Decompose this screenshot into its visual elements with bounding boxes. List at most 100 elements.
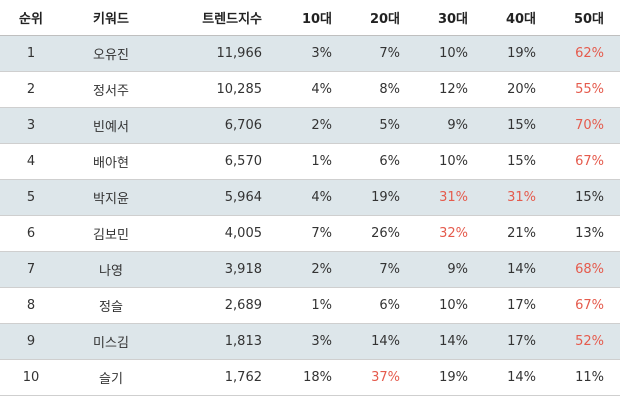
header-keyword: 키워드 — [93, 11, 129, 27]
trend-index-cell: 1,813 — [224, 333, 262, 349]
age-30s-cell: 12% — [439, 81, 468, 97]
trend-index-cell: 4,005 — [224, 225, 262, 241]
age-40s-cell: 14% — [507, 369, 536, 385]
table-row: 7 나영 3,918 2% 7% 9% 14% 68% — [0, 251, 620, 287]
rank-cell: 9 — [26, 333, 36, 349]
age-30s-cell: 19% — [439, 369, 468, 385]
keyword-cell: 정서주 — [93, 83, 129, 99]
header-age-50s: 50대 — [573, 11, 604, 27]
table-row: 4 배아현 6,570 1% 6% 10% 15% 67% — [0, 143, 620, 179]
trend-index-cell: 6,706 — [224, 117, 262, 133]
age-10s-cell: 7% — [311, 225, 332, 241]
age-40s-cell: 15% — [507, 117, 536, 133]
age-40s-cell: 14% — [507, 261, 536, 277]
table-row: 1 오유진 11,966 3% 7% 10% 19% 62% — [0, 35, 620, 71]
age-30s-cell: 32% — [439, 225, 468, 241]
age-30s-cell: 10% — [439, 297, 468, 313]
age-40s-cell: 19% — [507, 45, 536, 61]
trend-index-cell: 11,966 — [216, 45, 263, 61]
keyword-cell: 김보민 — [93, 227, 129, 243]
age-10s-cell: 18% — [303, 369, 332, 385]
trend-index-cell: 6,570 — [224, 153, 262, 169]
age-50s-cell: 11% — [575, 369, 604, 385]
age-30s-cell: 10% — [439, 45, 468, 61]
age-10s-cell: 4% — [311, 189, 332, 205]
trend-index-cell: 10,285 — [216, 81, 263, 97]
age-10s-cell: 3% — [311, 333, 332, 349]
age-50s-cell: 62% — [575, 45, 604, 61]
rank-cell: 1 — [26, 45, 36, 61]
keyword-cell: 빈예서 — [93, 119, 129, 135]
header-trend-index: 트렌드지수 — [202, 11, 262, 27]
age-50s-cell: 67% — [575, 297, 604, 313]
table-row: 3 빈예서 6,706 2% 5% 9% 15% 70% — [0, 107, 620, 143]
age-30s-cell: 9% — [447, 117, 468, 133]
age-40s-cell: 17% — [507, 297, 536, 313]
rank-cell: 8 — [26, 297, 36, 313]
keyword-cell: 배아현 — [93, 155, 129, 171]
age-30s-cell: 9% — [447, 261, 468, 277]
rank-cell: 2 — [26, 81, 36, 97]
age-20s-cell: 6% — [379, 297, 400, 313]
age-50s-cell: 67% — [575, 153, 604, 169]
table-row: 5 박지윤 5,964 4% 19% 31% 31% 15% — [0, 179, 620, 215]
age-10s-cell: 2% — [311, 117, 332, 133]
age-20s-cell: 37% — [371, 369, 400, 385]
header-age-30s: 30대 — [437, 11, 468, 27]
age-40s-cell: 21% — [507, 225, 536, 241]
keyword-cell: 미스김 — [93, 335, 129, 351]
table-row: 9 미스김 1,813 3% 14% 14% 17% 52% — [0, 323, 620, 359]
age-20s-cell: 6% — [379, 153, 400, 169]
age-40s-cell: 17% — [507, 333, 536, 349]
age-10s-cell: 3% — [311, 45, 332, 61]
age-30s-cell: 10% — [439, 153, 468, 169]
rank-cell: 7 — [26, 261, 36, 277]
keyword-cell: 슬기 — [99, 371, 123, 387]
table-row: 8 정슬 2,689 1% 6% 10% 17% 67% — [0, 287, 620, 323]
age-20s-cell: 7% — [379, 45, 400, 61]
age-20s-cell: 5% — [379, 117, 400, 133]
age-50s-cell: 68% — [575, 261, 604, 277]
header-rank: 순위 — [19, 11, 43, 27]
keyword-cell: 나영 — [99, 263, 123, 279]
header-age-40s: 40대 — [505, 11, 536, 27]
table-header-row: 순위 키워드 트렌드지수 10대 20대 30대 40대 50대 — [0, 0, 620, 35]
age-40s-cell: 15% — [507, 153, 536, 169]
age-50s-cell: 55% — [575, 81, 604, 97]
age-50s-cell: 52% — [575, 333, 604, 349]
table-row: 10 슬기 1,762 18% 37% 19% 14% 11% — [0, 359, 620, 395]
age-10s-cell: 1% — [311, 153, 332, 169]
age-10s-cell: 1% — [311, 297, 332, 313]
age-50s-cell: 15% — [575, 189, 604, 205]
age-50s-cell: 13% — [575, 225, 604, 241]
age-30s-cell: 31% — [439, 189, 468, 205]
keyword-cell: 박지윤 — [93, 191, 129, 207]
keyword-cell: 오유진 — [93, 47, 129, 63]
age-40s-cell: 31% — [507, 189, 536, 205]
age-50s-cell: 70% — [575, 117, 604, 133]
age-30s-cell: 14% — [439, 333, 468, 349]
keyword-cell: 정슬 — [99, 299, 123, 315]
trend-index-cell: 5,964 — [224, 189, 262, 205]
age-20s-cell: 19% — [371, 189, 400, 205]
rank-cell: 4 — [26, 153, 36, 169]
age-10s-cell: 4% — [311, 81, 332, 97]
age-40s-cell: 20% — [507, 81, 536, 97]
age-20s-cell: 14% — [371, 333, 400, 349]
age-20s-cell: 26% — [371, 225, 400, 241]
rank-cell: 6 — [26, 225, 36, 241]
rank-cell: 10 — [22, 369, 40, 385]
age-20s-cell: 7% — [379, 261, 400, 277]
header-age-20s: 20대 — [369, 11, 400, 27]
trend-index-cell: 2,689 — [224, 297, 262, 313]
rank-cell: 3 — [26, 117, 36, 133]
age-10s-cell: 2% — [311, 261, 332, 277]
rank-cell: 5 — [26, 189, 36, 205]
header-age-10s: 10대 — [301, 11, 332, 27]
trend-index-cell: 3,918 — [224, 261, 262, 277]
table-row: 6 김보민 4,005 7% 26% 32% 21% 13% — [0, 215, 620, 251]
age-20s-cell: 8% — [379, 81, 400, 97]
trend-index-cell: 1,762 — [224, 369, 262, 385]
table-row: 2 정서주 10,285 4% 8% 12% 20% 55% — [0, 71, 620, 107]
